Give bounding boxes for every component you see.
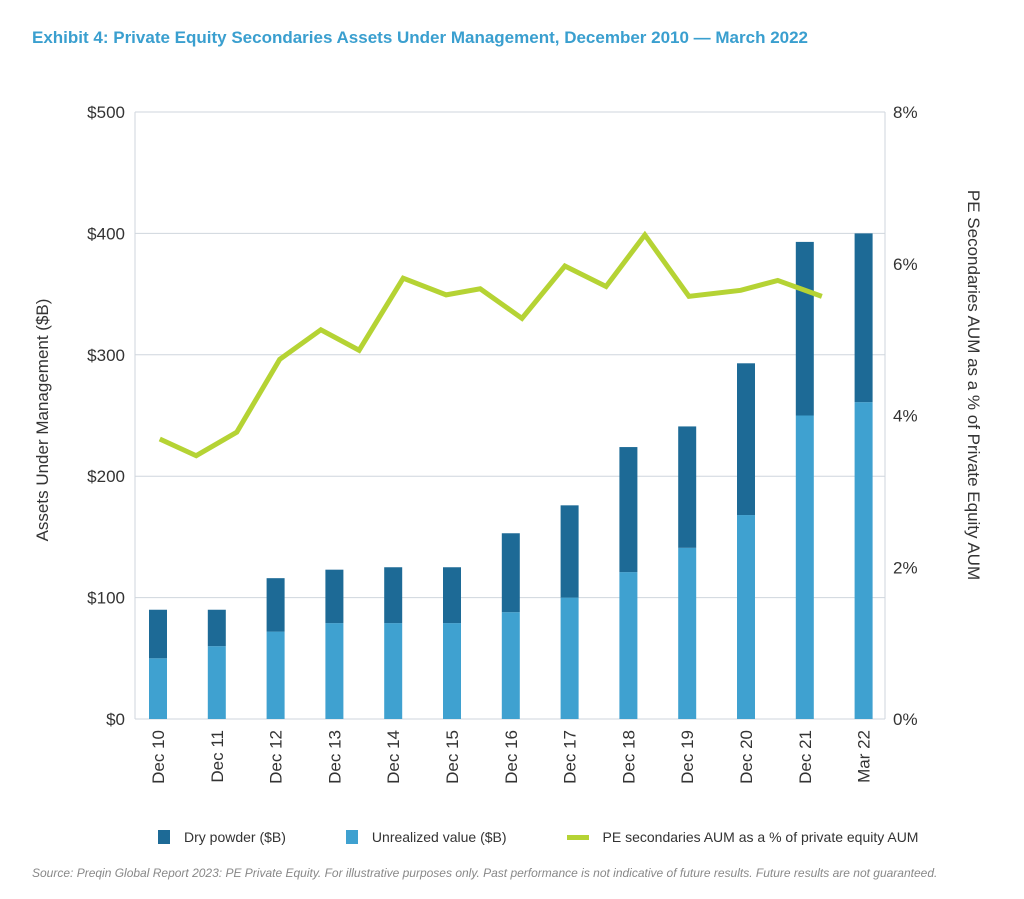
legend-label: PE secondaries AUM as a % of private equ… (602, 829, 919, 845)
bar-dry-powder (266, 578, 285, 632)
y-tick-label: $100 (87, 589, 125, 608)
y-tick-label: $0 (106, 710, 125, 729)
x-tick-label: Dec 13 (325, 730, 344, 784)
y-right-tick-label: 4% (893, 407, 918, 426)
bar-dry-powder (678, 426, 697, 548)
x-tick-label: Dec 16 (502, 730, 521, 784)
pe-pct-line (158, 230, 823, 459)
x-tick-label: Dec 17 (561, 730, 580, 784)
bar-unrealized-value (501, 612, 520, 719)
bar-unrealized-value (207, 646, 226, 719)
x-tick-label: Dec 15 (443, 730, 462, 784)
bar-dry-powder (207, 609, 226, 647)
bar-unrealized-value (149, 658, 167, 719)
x-tick-label: Dec 19 (678, 730, 697, 784)
legend-swatch (158, 830, 170, 844)
chart-title: Exhibit 4: Private Equity Secondaries As… (32, 28, 809, 47)
bar-unrealized-value (678, 547, 697, 719)
bar-unrealized-value (443, 623, 461, 719)
legend-item-unrealized: Unrealized value ($B) (345, 829, 507, 845)
y-tick-label: $300 (87, 346, 125, 365)
y-tick-label: $400 (87, 224, 125, 243)
bar-unrealized-value (384, 623, 403, 719)
x-tick-label: Dec 21 (796, 730, 815, 784)
legend-swatch (345, 830, 358, 844)
bar-dry-powder (560, 505, 579, 598)
bar-dry-powder (384, 567, 403, 624)
bar-dry-powder (619, 447, 638, 573)
legend-item-dry-powder: Dry powder ($B) (158, 829, 286, 845)
bar-unrealized-value (619, 572, 638, 719)
bar-unrealized-value (737, 515, 755, 719)
y-axis-label: Assets Under Management ($B) (33, 299, 52, 542)
x-tick-label: Dec 14 (384, 730, 403, 784)
x-tick-label: Dec 20 (737, 730, 756, 784)
bar-dry-powder (149, 609, 167, 659)
x-tick-label: Dec 11 (208, 730, 227, 783)
x-tick-label: Dec 12 (267, 730, 286, 784)
bar-unrealized-value (325, 623, 344, 719)
bar-unrealized-value (560, 597, 579, 719)
bar-dry-powder (325, 569, 344, 624)
bar-unrealized-value (266, 631, 285, 719)
legend: Dry powder ($B) Unrealized value ($B) PE… (158, 829, 978, 845)
y-right-tick-label: 2% (893, 558, 918, 577)
bar-dry-powder (443, 567, 461, 624)
bar-dry-powder (737, 363, 755, 516)
bar-dry-powder (854, 233, 873, 403)
legend-label: Dry powder ($B) (184, 829, 286, 845)
y-tick-label: $200 (87, 467, 125, 486)
y-right-tick-label: 0% (893, 710, 918, 729)
y-tick-label: $500 (87, 103, 125, 122)
legend-item-pe-pct: PE secondaries AUM as a % of private equ… (566, 829, 919, 845)
y-right-tick-label: 6% (893, 255, 918, 274)
bar-dry-powder (501, 533, 520, 613)
x-tick-label: Dec 18 (619, 730, 638, 784)
x-tick-label: Dec 10 (149, 730, 168, 784)
legend-swatch (566, 834, 589, 840)
bar-unrealized-value (854, 402, 873, 719)
bar-unrealized-value (795, 415, 814, 719)
legend-label: Unrealized value ($B) (371, 829, 507, 845)
bar-dry-powder (795, 241, 814, 416)
source-note: Source: Preqin Global Report 2023: PE Pr… (32, 866, 938, 880)
y-right-axis-label: PE Secondaries AUM as a % of Private Equ… (964, 190, 983, 580)
y-right-tick-label: 8% (893, 103, 918, 122)
x-tick-label: Mar 22 (855, 730, 874, 783)
